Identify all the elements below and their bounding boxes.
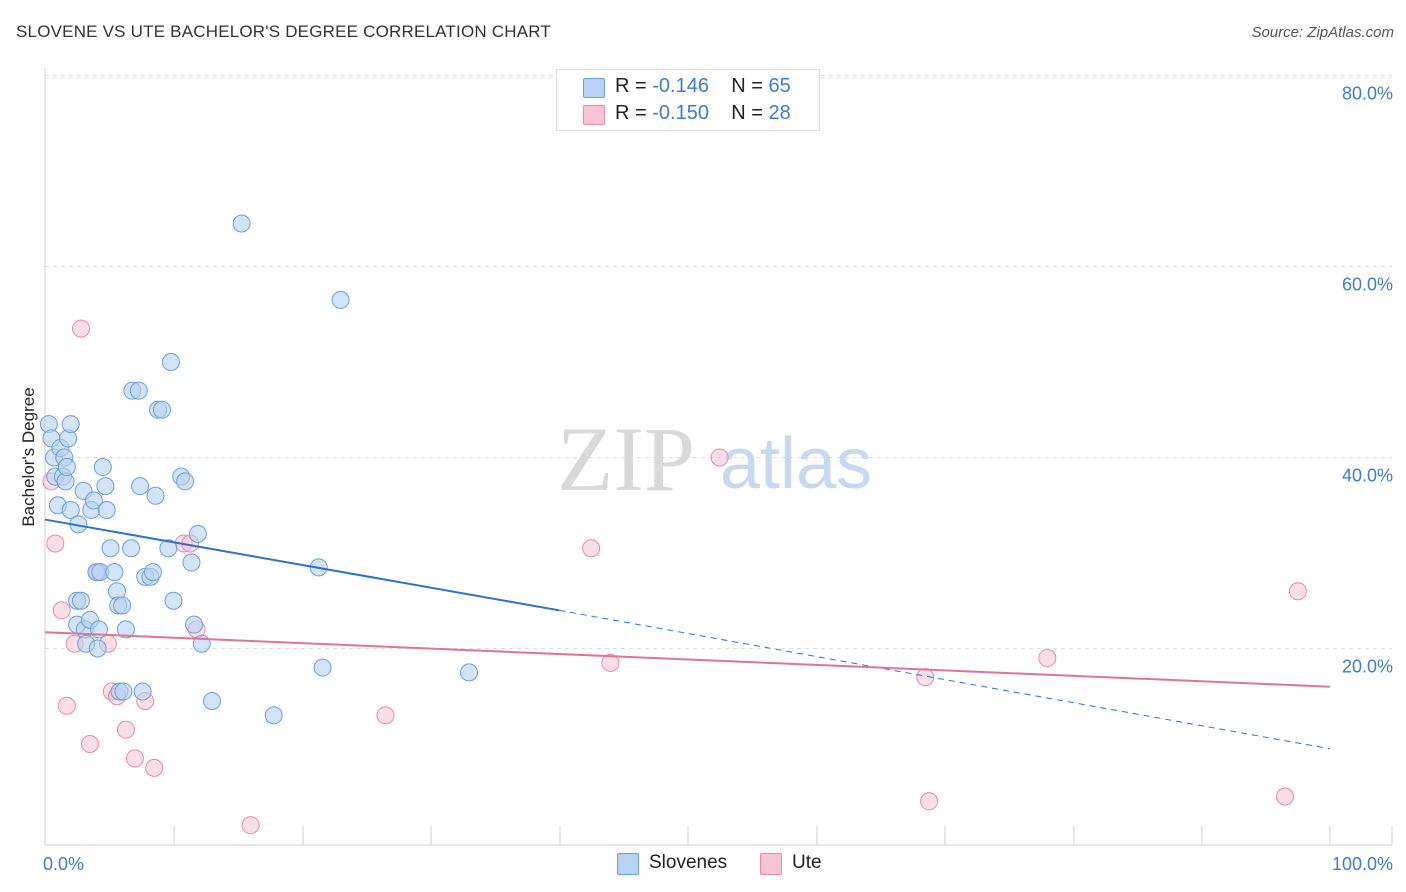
legend: R = -0.146 N = 65 R = -0.150 N = 28 [556,69,820,131]
slovenes-point [232,214,251,233]
chart-title: SLOVENE VS UTE BACHELOR'S DEGREE CORRELA… [16,22,552,41]
slovenes-point [61,415,80,434]
legend-n-value: 65 [768,75,791,97]
ute-point [710,448,729,467]
ute-point [57,696,76,715]
slovenes-point [57,458,76,477]
legend-n-label: N = [731,75,769,97]
ute-point [1038,649,1057,668]
ute-points [42,319,1307,835]
ute-point [1288,582,1307,601]
legend-n-value: 28 [768,102,791,124]
slovenes-point [331,290,350,309]
x-tick-label: 0.0% [43,854,84,874]
slovenes-swatch [617,853,639,875]
ute-point [920,792,939,811]
slovenes-point [460,663,479,682]
slovenes-point [164,591,183,610]
slovenes-point [84,491,103,510]
ute-point [71,319,90,338]
slovenes-point [105,563,124,582]
y-tick-label: 40.0% [1342,466,1393,486]
y-tick-label: 20.0% [1342,657,1393,677]
axes [44,68,1393,846]
slovenes-point [182,553,201,572]
ute-point [116,720,135,739]
slovenes-point [264,706,283,725]
slovenes-point [71,591,90,610]
ute-point [1276,787,1295,806]
slovenes-point [161,353,180,371]
legend-r-value: -0.150 [652,102,709,124]
slovenes-points [39,214,479,725]
legend-n-label: N = [731,102,769,124]
slovenes-point [113,596,132,615]
ute-point [241,816,260,835]
ute-point [145,758,164,777]
slovenes-point [129,381,148,400]
ute-point [125,749,144,768]
slovenes-point [131,477,150,496]
watermark-atlas: atlas [720,424,872,504]
slovenes-point [101,539,120,558]
slovenes-point [97,501,116,520]
bottom-legend-label: Slovenes [649,852,728,873]
legend-r-label: R = [615,75,653,97]
slovenes-point [152,400,171,419]
ute-trend-line [44,631,1331,688]
slovenes-point [176,472,195,491]
ute-point [376,706,395,725]
y-tick-label: 60.0% [1342,275,1393,295]
ute-point [46,534,65,553]
slovenes-swatch [583,78,605,98]
x-tick-label: 100.0% [1332,854,1393,874]
slovenes-point [96,477,115,496]
ute-swatch [760,853,782,875]
slovenes-point [114,682,133,701]
source-label: Source: ZipAtlas.com [1251,24,1394,41]
slovenes-point [203,692,222,711]
ute-point [52,601,71,620]
bottom-legend-label: Ute [792,852,822,873]
slovenes-point [93,458,112,477]
trend-lines [44,518,1331,750]
slovenes-point [146,486,165,505]
slovenes-point [313,658,332,677]
slovenes-point [143,563,162,582]
watermark-zip: ZIP [557,408,695,510]
ute-point [601,653,620,672]
slovenes-point [116,620,135,639]
y-axis-label: Bachelor's Degree [19,387,38,526]
slovenes-point [133,682,152,701]
ute-point [582,539,601,558]
legend-r-value: -0.146 [652,75,709,97]
ute-swatch [583,105,605,125]
slovenes-point [159,539,178,558]
slovenes-point [88,639,107,658]
tick-labels: 20.0% 40.0% 60.0% 80.0% 0.0% 100.0% [43,84,1393,875]
legend-r-label: R = [615,102,653,124]
slovenes-point [188,524,207,543]
gridlines [45,75,1392,649]
y-tick-label: 80.0% [1342,84,1393,104]
slovenes-trend-line [44,518,560,612]
slovenes-point [122,539,141,558]
slovenes-point [61,501,80,520]
slovenes-trend-extension [558,609,1331,750]
slovenes-point [185,615,204,634]
ute-point [80,735,99,753]
